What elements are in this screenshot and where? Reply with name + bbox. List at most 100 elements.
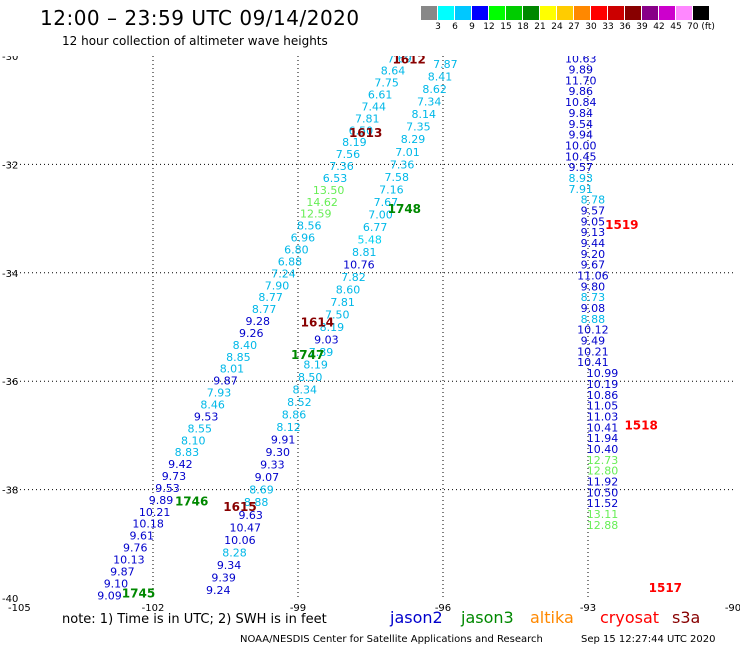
colorbar-swatch	[523, 6, 540, 20]
data-point-label: 8.01	[220, 363, 245, 376]
data-point-label: 9.53	[155, 482, 180, 495]
data-point-label: 8.52	[287, 396, 312, 409]
y-tick-label: -40	[2, 594, 18, 605]
pass-time-label: 1613	[349, 126, 382, 140]
y-tick-label: -34	[2, 269, 18, 280]
data-point-label: 12.80	[587, 465, 619, 478]
data-point-label: 9.07	[255, 471, 280, 484]
data-point-label: 7.81	[355, 112, 380, 125]
data-point-label: 8.29	[401, 133, 426, 146]
colorbar-swatch	[557, 6, 574, 20]
x-tick-label: -102	[142, 603, 165, 614]
data-point-label: 7.24	[271, 267, 296, 280]
data-point-label: 7.36	[329, 160, 354, 173]
data-point-label: 11.03	[587, 410, 619, 423]
data-point-label: 7.36	[390, 158, 415, 171]
sat-cryosat: cryosat	[600, 608, 660, 627]
data-point-label: 8.60	[336, 283, 361, 296]
data-point-label: 8.85	[226, 351, 251, 364]
data-point-label: 9.09	[97, 589, 122, 602]
data-point-label: 9.30	[265, 446, 290, 459]
data-point-label: 7.69	[387, 56, 412, 66]
data-point-label: 8.34	[293, 384, 318, 397]
credit-text: NOAA/NESDIS Center for Satellite Applica…	[240, 634, 543, 645]
data-point-label: 9.86	[569, 85, 594, 98]
colorbar-swatch	[642, 6, 659, 20]
data-point-label: 9.44	[581, 237, 606, 250]
data-point-label: 7.87	[433, 58, 458, 71]
pass-time-label: 1612	[392, 56, 425, 67]
data-point-label: 8.88	[244, 496, 269, 509]
data-point-label: 13.11	[587, 508, 619, 521]
data-point-label: 9.84	[569, 107, 594, 120]
footer-note: note: 1) Time is in UTC; 2) SWH is in fe…	[62, 612, 327, 627]
data-point-label: 13.50	[313, 184, 345, 197]
sat-altika: altika	[530, 608, 574, 627]
data-point-label: 10.45	[565, 150, 597, 163]
data-point-label: 9.49	[581, 335, 606, 348]
data-point-label: 9.03	[314, 334, 339, 347]
pass-time-label: 1519	[605, 218, 638, 232]
data-point-label: 9.87	[213, 375, 238, 388]
data-point-label: 11.70	[565, 74, 597, 87]
data-point-label: 14.62	[306, 196, 338, 209]
data-point-label: 8.50	[298, 371, 323, 384]
pass-time-label: 1518	[624, 419, 657, 433]
data-point-label: 8.10	[181, 434, 206, 447]
colorbar-tick-label: 24	[551, 22, 563, 32]
data-point-label: 9.53	[194, 410, 219, 423]
data-point-label: 8.19	[342, 136, 367, 149]
data-point-label: 10.18	[132, 518, 164, 531]
colorbar-swatch	[676, 6, 693, 20]
y-tick-label: -38	[2, 486, 18, 497]
colorbar-ticks: 3 6 9 12 15 18 21 24 27 30 33 36 39 42 45 70 (ft)	[421, 22, 740, 34]
data-point-label: 9.54	[569, 118, 594, 131]
data-point-label: 9.94	[569, 129, 594, 142]
data-point-label: 7.89	[309, 346, 334, 359]
data-point-label: 6.53	[323, 172, 348, 185]
data-point-label: 9.33	[260, 459, 285, 472]
colorbar-tick-label: 21	[534, 22, 546, 32]
x-tick-label: -105	[8, 603, 31, 614]
data-point-label: 7.58	[384, 171, 409, 184]
colorbar-tick-label: 12	[483, 22, 495, 32]
colorbar-swatch	[591, 6, 608, 20]
data-point-label: 10.41	[587, 421, 619, 434]
data-point-label: 10.13	[113, 554, 145, 567]
colorbar-tick-label: 70 (ft)	[687, 22, 715, 32]
data-point-label: 8.41	[428, 71, 453, 84]
data-point-label: 9.24	[206, 584, 231, 597]
data-point-label: 12.73	[587, 454, 619, 467]
colorbar-tick-label: 33	[602, 22, 614, 32]
data-point-label: 10.84	[565, 96, 597, 109]
data-point-label: 9.89	[149, 494, 174, 507]
data-point-label: 10.12	[577, 324, 609, 337]
data-point-label: 10.99	[587, 367, 619, 380]
colorbar-tick-label: 15	[500, 22, 512, 32]
data-point-label: 7.75	[374, 77, 399, 90]
data-point-label: 7.90	[265, 279, 290, 292]
data-point-label: 9.87	[110, 565, 135, 578]
data-point-label: 8.55	[187, 422, 212, 435]
colorbar-swatch	[421, 6, 438, 20]
colorbar-swatch	[659, 6, 676, 20]
data-point-label: 12.88	[587, 519, 619, 532]
data-point-label: 11.06	[577, 270, 609, 283]
data-point-label: 6.77	[363, 221, 388, 234]
data-point-label: 9.28	[245, 315, 270, 328]
data-point-label: 10.06	[224, 534, 256, 547]
data-point-label: 9.39	[211, 571, 236, 584]
data-point-label: 9.34	[217, 559, 242, 572]
data-point-label: 6.88	[278, 255, 303, 268]
colorbar-swatch	[608, 6, 625, 20]
colorbar-swatch	[693, 6, 710, 20]
data-point-label: 9.26	[239, 327, 264, 340]
chart-subtitle: 12 hour collection of altimeter wave hei…	[62, 34, 328, 48]
data-point-label: 10.21	[577, 345, 609, 358]
data-point-label: 8.81	[352, 246, 377, 259]
data-point-label: 8.56	[297, 220, 322, 233]
data-point-label: 7.93	[207, 387, 232, 400]
data-point-label: 7.35	[406, 121, 431, 134]
data-point-label: 7.01	[395, 146, 420, 159]
data-point-label: 8.69	[249, 484, 274, 497]
